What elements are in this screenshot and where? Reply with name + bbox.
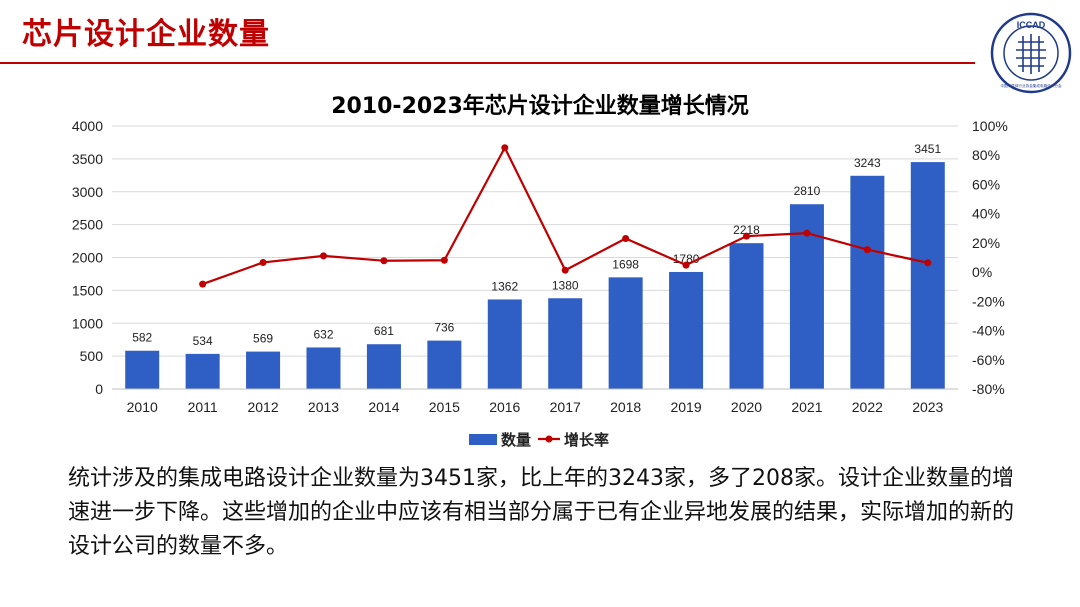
bar-data-label: 1698 xyxy=(612,257,639,271)
bar xyxy=(669,271,704,389)
line-series xyxy=(199,144,932,288)
x-tick-label: 2022 xyxy=(852,399,883,415)
y-right-tick-label: -20% xyxy=(972,293,1005,309)
y-left-tick-label: 4000 xyxy=(72,118,103,134)
x-tick-label: 2020 xyxy=(731,399,762,415)
y-right-tick-label: 40% xyxy=(972,206,1000,222)
growth-rate-point xyxy=(440,256,448,264)
growth-rate-point xyxy=(199,280,207,288)
bar-data-label: 2218 xyxy=(733,223,760,237)
growth-rate-point xyxy=(863,246,871,254)
bar xyxy=(608,277,643,389)
bar-data-label: 632 xyxy=(313,327,333,341)
y-left-tick-label: 3500 xyxy=(72,151,103,167)
bar xyxy=(729,243,764,389)
y-left-tick-label: 500 xyxy=(80,348,104,364)
legend: 数量 增长率 xyxy=(469,431,609,449)
y-left-tick-label: 2500 xyxy=(72,217,103,233)
y-right-tick-label: 0% xyxy=(972,264,992,280)
growth-rate-point xyxy=(924,259,932,267)
x-tick-label: 2019 xyxy=(670,399,701,415)
combo-chart: 0 500 1000 1500 2000 2500 3000 3500 4000 -80% -60… xyxy=(72,118,1008,449)
y-right-tick-label: -80% xyxy=(972,381,1005,397)
gridlines xyxy=(112,125,958,390)
x-axis: 2010 2011 2012 2013 2014 2015 2016 2017 2018 2019… xyxy=(112,388,958,415)
iccad-logo: ICCAD 中国半导体行业协会集成电路设计分会 xyxy=(990,12,1072,94)
y-left-tick-label: 1000 xyxy=(72,315,103,331)
bar-data-label: 582 xyxy=(132,331,152,345)
x-tick-label: 2016 xyxy=(489,399,520,415)
bar xyxy=(548,298,583,389)
bar-data-label: 3243 xyxy=(854,156,881,170)
x-tick-label: 2017 xyxy=(550,399,581,415)
x-tick-label: 2018 xyxy=(610,399,641,415)
y-left-tick-label: 2000 xyxy=(72,250,103,266)
growth-rate-point xyxy=(803,229,811,237)
bar-data-label: 3451 xyxy=(914,142,941,156)
chart-title: 2010-2023年芯片设计企业数量增长情况 xyxy=(331,94,749,119)
y-right-tick-label: 80% xyxy=(972,147,1000,163)
bar-data-label: 736 xyxy=(434,321,454,335)
right-axis: -80% -60% -40% -20% 0% 20% 40% 60% 80% 100% xyxy=(972,118,1008,397)
bar xyxy=(910,162,945,389)
bar xyxy=(185,353,220,389)
growth-rate-point xyxy=(682,261,690,269)
legend-line-label: 增长率 xyxy=(564,431,609,449)
title-divider xyxy=(0,62,975,64)
y-right-tick-label: 60% xyxy=(972,176,1000,192)
bar-data-label: 681 xyxy=(374,324,394,338)
legend-bar-swatch xyxy=(469,434,497,445)
bar xyxy=(125,350,160,389)
y-right-tick-label: -60% xyxy=(972,352,1005,368)
bar-data-label: 2810 xyxy=(794,184,821,198)
growth-rate-point xyxy=(743,232,750,240)
x-tick-label: 2011 xyxy=(188,399,218,415)
bar xyxy=(850,175,885,389)
legend-line-dot xyxy=(545,435,553,443)
x-tick-label: 2013 xyxy=(308,399,339,415)
growth-rate-point xyxy=(320,252,327,260)
x-tick-label: 2012 xyxy=(247,399,278,415)
logo-ring-text: 中国半导体行业协会集成电路设计分会 xyxy=(1000,83,1061,88)
x-tick-label: 2023 xyxy=(912,399,943,415)
y-left-tick-label: 1500 xyxy=(72,282,103,298)
y-right-tick-label: 20% xyxy=(972,235,1000,251)
x-tick-label: 2015 xyxy=(429,399,460,415)
bar-data-label: 1380 xyxy=(552,278,579,292)
body-paragraph: 统计涉及的集成电路设计企业数量为3451家，比上年的3243家，多了208家。设… xyxy=(68,466,1015,559)
bar-data-label: 534 xyxy=(193,334,213,348)
x-tick-label: 2014 xyxy=(368,399,399,415)
growth-rate-point xyxy=(561,266,569,274)
bar xyxy=(246,351,281,389)
y-right-tick-label: -40% xyxy=(972,323,1005,339)
legend-bar-label: 数量 xyxy=(501,431,531,449)
growth-rate-point xyxy=(501,144,509,152)
bar xyxy=(427,340,462,389)
growth-rate-point xyxy=(380,257,388,265)
bar-data-label: 569 xyxy=(253,332,273,346)
bar-data-label: 1362 xyxy=(491,279,518,293)
left-axis: 0 500 1000 1500 2000 2500 3000 3500 4000 xyxy=(72,118,103,397)
y-left-tick-label: 0 xyxy=(95,381,103,397)
x-tick-label: 2021 xyxy=(791,399,822,415)
y-right-tick-label: 100% xyxy=(972,118,1008,134)
x-tick-label: 2010 xyxy=(127,399,158,415)
bar xyxy=(366,344,401,389)
slide-title: 芯片设计企业数量 xyxy=(22,17,270,52)
logo-text: ICCAD xyxy=(1017,20,1046,30)
growth-rate-point xyxy=(622,235,630,243)
y-left-tick-label: 3000 xyxy=(72,184,103,200)
bar xyxy=(487,299,522,389)
bar xyxy=(306,347,341,389)
growth-rate-point xyxy=(259,258,267,266)
